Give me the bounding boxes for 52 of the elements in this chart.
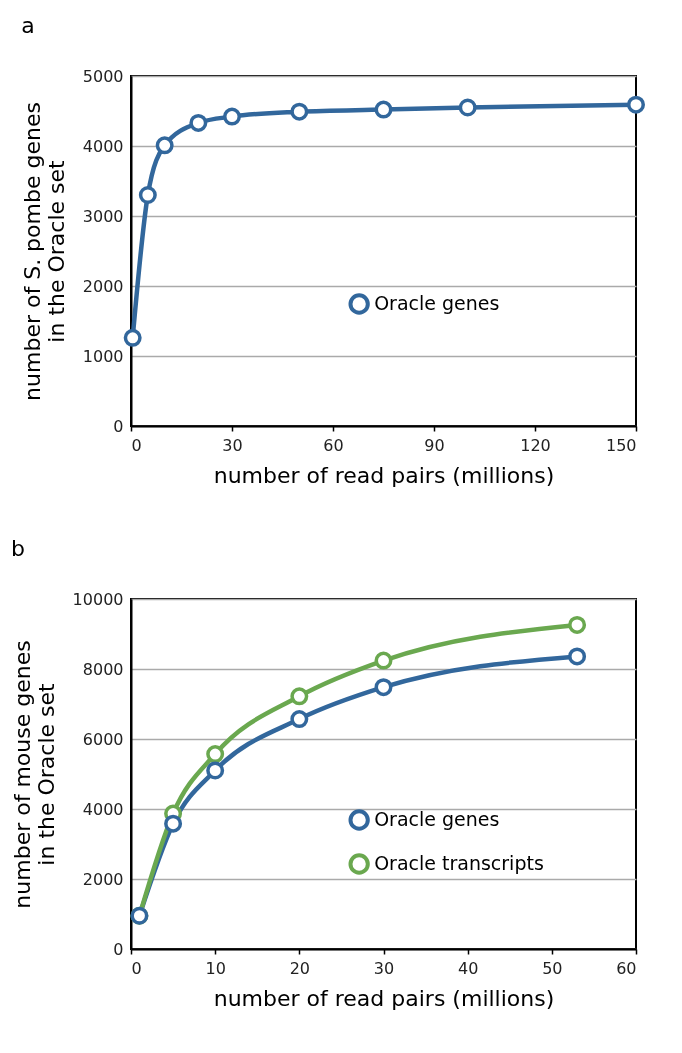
y-tick-label: 6000 [82, 729, 124, 749]
point [189, 113, 208, 132]
point [206, 745, 225, 764]
legend-label: Oracle genes [374, 292, 500, 314]
y-tick-label: 8000 [82, 659, 124, 679]
y-tick-label: 5000 [82, 66, 124, 86]
x-tick-label: 40 [457, 958, 479, 978]
x-tick-label: 0 [131, 958, 142, 978]
y-axis-title: number of mouse genes in the Oracle set [9, 640, 59, 909]
x-tick-label: 50 [542, 958, 563, 978]
point [458, 98, 477, 117]
point [123, 328, 142, 347]
point [568, 647, 587, 666]
chart-title: b [11, 536, 26, 561]
y-tick-label: 0 [113, 416, 124, 436]
point [155, 136, 174, 155]
chart-title: a [21, 13, 35, 38]
x-tick-label: 30 [222, 435, 243, 455]
y-tick-label: 1000 [82, 346, 124, 366]
point [374, 678, 393, 697]
point [568, 615, 587, 634]
y-tick-label: 2000 [82, 869, 124, 889]
y-axis-title: number of S. pombe genes in the Oracle set [19, 102, 69, 401]
point [290, 710, 309, 729]
point [206, 761, 225, 780]
x-tick-label: 30 [373, 958, 395, 978]
point [138, 186, 157, 204]
point [290, 102, 309, 121]
x-tick-label: 150 [605, 435, 637, 455]
x-tick-label: 60 [616, 958, 637, 978]
x-tick-label: 10 [205, 958, 226, 978]
point [374, 100, 393, 119]
y-tick-label: 4000 [82, 799, 124, 819]
point [627, 95, 645, 114]
x-tick-label: 0 [131, 435, 142, 455]
point [164, 814, 183, 833]
y-tick-label: 3000 [82, 206, 124, 226]
x-tick-label: 20 [289, 958, 311, 978]
y-tick-label: 2000 [82, 276, 124, 296]
x-tick-label: 60 [323, 435, 344, 455]
point [223, 107, 241, 126]
x-axis-title: number of read pairs (millions) [213, 985, 555, 1011]
x-tick-label: 90 [424, 435, 445, 455]
y-tick-label: 10000 [72, 589, 124, 609]
y-tick-label: 0 [113, 939, 124, 959]
legend-label: Oracle transcripts [374, 852, 544, 874]
point [374, 651, 393, 670]
x-tick-label: 120 [520, 435, 551, 455]
point [290, 687, 309, 706]
x-axis-title: number of read pairs (millions) [213, 462, 555, 488]
y-tick-label: 4000 [82, 136, 124, 156]
legend-label: Oracle genes [374, 808, 500, 830]
